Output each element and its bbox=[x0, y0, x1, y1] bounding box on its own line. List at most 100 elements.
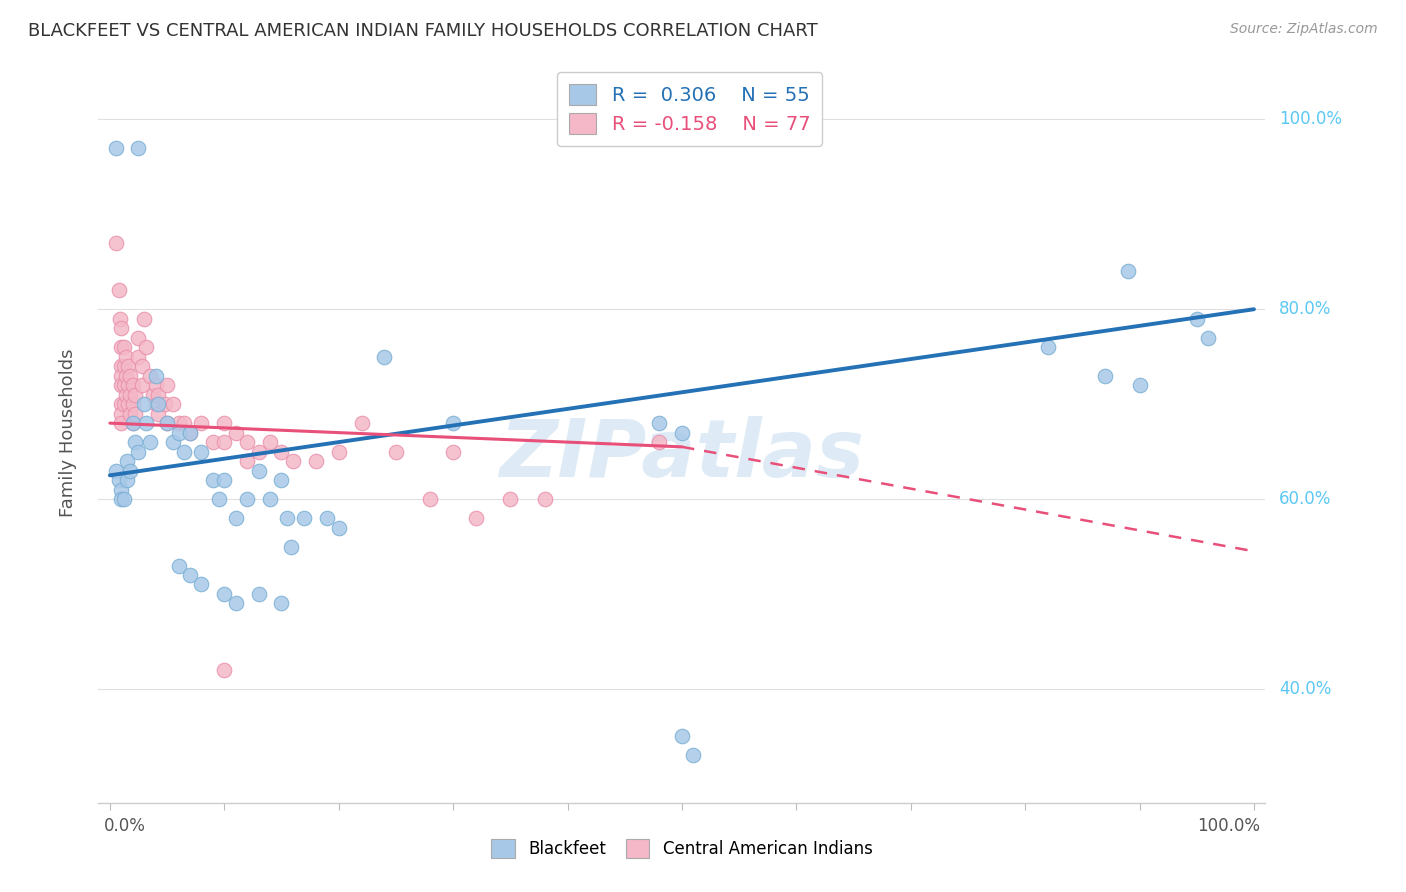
Point bbox=[173, 416, 195, 430]
Point bbox=[328, 520, 350, 534]
Point bbox=[115, 368, 138, 383]
Point bbox=[112, 378, 135, 392]
Y-axis label: Family Households: Family Households bbox=[59, 349, 77, 516]
Point bbox=[110, 378, 132, 392]
Point bbox=[131, 378, 153, 392]
Point bbox=[236, 491, 259, 506]
Text: Source: ZipAtlas.com: Source: ZipAtlas.com bbox=[1230, 22, 1378, 37]
Point bbox=[120, 387, 142, 401]
Point bbox=[108, 473, 131, 487]
Text: 60.0%: 60.0% bbox=[1279, 490, 1331, 508]
Point bbox=[120, 464, 142, 478]
Point bbox=[214, 473, 236, 487]
Point bbox=[131, 359, 153, 374]
Point bbox=[121, 378, 143, 392]
Text: 100.0%: 100.0% bbox=[1279, 111, 1343, 128]
Point bbox=[328, 444, 350, 458]
Point bbox=[270, 444, 292, 458]
Point bbox=[110, 483, 132, 497]
Point bbox=[419, 491, 441, 506]
Point bbox=[135, 340, 157, 354]
Point bbox=[499, 491, 522, 506]
Text: ZIPatlas: ZIPatlas bbox=[499, 416, 865, 494]
Point bbox=[179, 425, 201, 440]
Point bbox=[465, 511, 488, 525]
Point bbox=[104, 235, 127, 250]
Point bbox=[280, 540, 302, 554]
Point bbox=[142, 387, 165, 401]
Point bbox=[145, 378, 167, 392]
Point bbox=[124, 407, 146, 421]
Point bbox=[671, 425, 693, 440]
Point bbox=[1197, 331, 1219, 345]
Legend: Blackfeet, Central American Indians: Blackfeet, Central American Indians bbox=[485, 833, 879, 865]
Point bbox=[1036, 340, 1059, 354]
Point bbox=[190, 416, 212, 430]
Point bbox=[153, 397, 176, 411]
Point bbox=[127, 444, 149, 458]
Point bbox=[671, 730, 693, 744]
Point bbox=[236, 454, 259, 468]
Point bbox=[121, 416, 143, 430]
Point bbox=[201, 473, 224, 487]
Point bbox=[1128, 378, 1150, 392]
Text: 40.0%: 40.0% bbox=[1279, 680, 1331, 698]
Point bbox=[247, 464, 270, 478]
Text: 80.0%: 80.0% bbox=[1279, 301, 1331, 318]
Point bbox=[648, 416, 671, 430]
Point bbox=[134, 311, 156, 326]
Point bbox=[112, 340, 135, 354]
Point bbox=[115, 473, 138, 487]
Point bbox=[190, 577, 212, 591]
Point bbox=[112, 397, 135, 411]
Point bbox=[259, 435, 281, 450]
Point bbox=[127, 350, 149, 364]
Point bbox=[112, 491, 135, 506]
Point bbox=[162, 435, 184, 450]
Point bbox=[179, 568, 201, 582]
Point bbox=[117, 378, 139, 392]
Point bbox=[104, 464, 127, 478]
Point bbox=[167, 558, 190, 573]
Point bbox=[214, 416, 236, 430]
Point bbox=[648, 435, 671, 450]
Point bbox=[276, 511, 298, 525]
Point bbox=[225, 597, 247, 611]
Point bbox=[179, 425, 201, 440]
Point bbox=[156, 416, 179, 430]
Point bbox=[214, 435, 236, 450]
Point bbox=[162, 397, 184, 411]
Point bbox=[533, 491, 555, 506]
Point bbox=[145, 368, 167, 383]
Point bbox=[167, 425, 190, 440]
Point bbox=[127, 141, 149, 155]
Point bbox=[201, 435, 224, 450]
Point bbox=[115, 350, 138, 364]
Point bbox=[115, 454, 138, 468]
Point bbox=[104, 141, 127, 155]
Point bbox=[145, 397, 167, 411]
Point bbox=[225, 511, 247, 525]
Point bbox=[110, 407, 132, 421]
Point bbox=[110, 368, 132, 383]
Point bbox=[124, 387, 146, 401]
Point bbox=[207, 491, 229, 506]
Point bbox=[225, 425, 247, 440]
Point bbox=[134, 397, 156, 411]
Point bbox=[236, 435, 259, 450]
Point bbox=[305, 454, 328, 468]
Point bbox=[156, 416, 179, 430]
Text: BLACKFEET VS CENTRAL AMERICAN INDIAN FAMILY HOUSEHOLDS CORRELATION CHART: BLACKFEET VS CENTRAL AMERICAN INDIAN FAM… bbox=[28, 22, 818, 40]
Point bbox=[124, 435, 146, 450]
Point bbox=[108, 311, 131, 326]
Point bbox=[121, 397, 143, 411]
Point bbox=[441, 416, 464, 430]
Point bbox=[270, 597, 292, 611]
Point bbox=[682, 748, 704, 763]
Point bbox=[259, 491, 281, 506]
Point bbox=[120, 368, 142, 383]
Point bbox=[373, 350, 395, 364]
Point bbox=[110, 491, 132, 506]
Point bbox=[156, 378, 179, 392]
Point bbox=[316, 511, 339, 525]
